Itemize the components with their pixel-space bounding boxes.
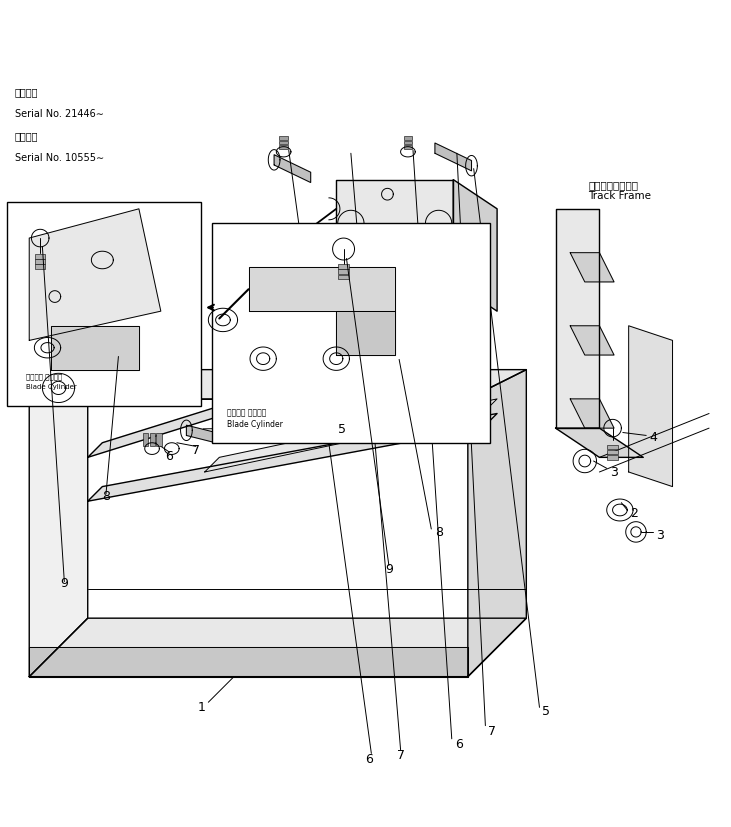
Text: トラックフレーム: トラックフレーム bbox=[588, 180, 638, 190]
Bar bbox=[338, 270, 349, 274]
Text: 7: 7 bbox=[192, 444, 200, 457]
Text: 6: 6 bbox=[165, 450, 173, 462]
Text: 3: 3 bbox=[610, 466, 618, 479]
Polygon shape bbox=[29, 370, 526, 399]
Polygon shape bbox=[570, 253, 614, 282]
Bar bbox=[156, 433, 162, 447]
Text: 4: 4 bbox=[650, 431, 658, 444]
Bar bbox=[7, 202, 201, 406]
Bar bbox=[279, 136, 288, 140]
Polygon shape bbox=[556, 428, 643, 457]
Bar bbox=[404, 146, 412, 149]
Bar bbox=[607, 445, 618, 449]
Text: 8: 8 bbox=[435, 526, 443, 539]
Text: ブレード シリンダ: ブレード シリンダ bbox=[227, 409, 266, 418]
Polygon shape bbox=[274, 155, 311, 183]
Text: 7: 7 bbox=[488, 725, 496, 739]
Text: 通用号機: 通用号機 bbox=[15, 88, 38, 98]
Polygon shape bbox=[88, 414, 497, 501]
Text: 1: 1 bbox=[197, 701, 205, 714]
Bar bbox=[35, 259, 45, 264]
Polygon shape bbox=[205, 399, 497, 472]
Polygon shape bbox=[29, 209, 161, 341]
Polygon shape bbox=[435, 143, 471, 171]
Bar bbox=[404, 141, 412, 145]
Bar bbox=[338, 275, 349, 279]
Text: 6: 6 bbox=[455, 739, 463, 751]
Polygon shape bbox=[453, 179, 497, 311]
Text: 7: 7 bbox=[397, 748, 405, 762]
Bar bbox=[279, 146, 288, 149]
Bar bbox=[212, 223, 490, 442]
Text: 2: 2 bbox=[630, 507, 638, 520]
Polygon shape bbox=[29, 648, 468, 676]
Polygon shape bbox=[29, 618, 526, 676]
Bar bbox=[279, 141, 288, 145]
Text: Blade Cylinder: Blade Cylinder bbox=[26, 384, 76, 390]
Text: 9: 9 bbox=[61, 577, 69, 590]
Bar bbox=[607, 450, 618, 454]
Polygon shape bbox=[468, 370, 526, 676]
Polygon shape bbox=[570, 399, 614, 428]
Text: Track Frame: Track Frame bbox=[588, 191, 651, 201]
Text: 5: 5 bbox=[542, 705, 550, 718]
Bar bbox=[150, 433, 155, 447]
Text: Serial No. 10555∼: Serial No. 10555∼ bbox=[15, 153, 104, 163]
Polygon shape bbox=[570, 326, 614, 355]
Text: ブレード シリンダ: ブレード シリンダ bbox=[26, 374, 62, 380]
Polygon shape bbox=[556, 209, 599, 428]
Bar bbox=[143, 433, 148, 447]
Polygon shape bbox=[336, 311, 395, 355]
Polygon shape bbox=[186, 425, 216, 442]
Polygon shape bbox=[29, 370, 88, 676]
Text: 6: 6 bbox=[366, 753, 374, 766]
Bar bbox=[607, 455, 618, 460]
Text: 8: 8 bbox=[102, 490, 110, 503]
Polygon shape bbox=[51, 326, 139, 370]
Text: Blade Cylinder: Blade Cylinder bbox=[227, 419, 282, 428]
Polygon shape bbox=[249, 267, 395, 311]
Polygon shape bbox=[629, 326, 673, 486]
Text: 3: 3 bbox=[656, 529, 664, 543]
Text: 9: 9 bbox=[385, 563, 393, 576]
Text: 5: 5 bbox=[338, 423, 346, 436]
Text: 通用号機: 通用号機 bbox=[15, 131, 38, 141]
Bar bbox=[404, 136, 412, 140]
Bar bbox=[35, 265, 45, 269]
Polygon shape bbox=[88, 370, 336, 457]
Bar bbox=[35, 254, 45, 259]
Bar bbox=[338, 265, 349, 269]
Polygon shape bbox=[336, 179, 453, 282]
Text: Serial No. 21446∼: Serial No. 21446∼ bbox=[15, 109, 104, 119]
